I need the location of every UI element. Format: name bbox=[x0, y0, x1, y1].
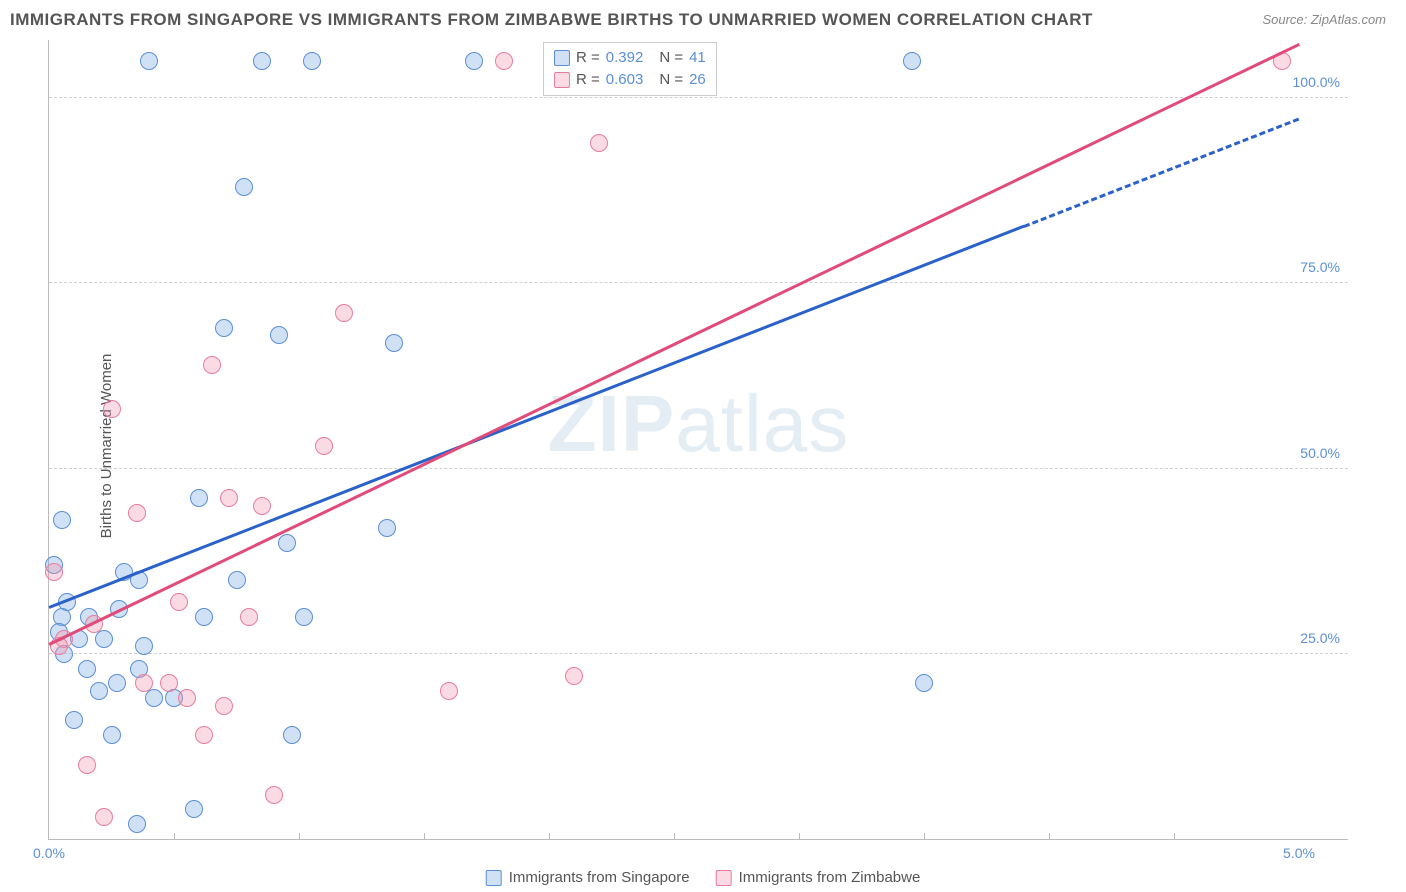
data-point bbox=[335, 304, 353, 322]
data-point bbox=[185, 800, 203, 818]
legend-n-value: 41 bbox=[689, 47, 706, 69]
data-point bbox=[590, 134, 608, 152]
data-point bbox=[145, 689, 163, 707]
data-point bbox=[303, 52, 321, 70]
x-minor-tick bbox=[174, 833, 175, 839]
gridline bbox=[49, 468, 1348, 469]
data-point bbox=[265, 786, 283, 804]
data-point bbox=[253, 497, 271, 515]
page-title: IMMIGRANTS FROM SINGAPORE VS IMMIGRANTS … bbox=[10, 10, 1093, 30]
y-tick-label: 25.0% bbox=[1300, 630, 1340, 646]
x-minor-tick bbox=[299, 833, 300, 839]
data-point bbox=[215, 697, 233, 715]
data-point bbox=[128, 504, 146, 522]
data-point bbox=[903, 52, 921, 70]
source-attribution: Source: ZipAtlas.com bbox=[1262, 12, 1386, 27]
data-point bbox=[160, 674, 178, 692]
data-point bbox=[195, 726, 213, 744]
gridline bbox=[49, 97, 1348, 98]
legend-item: Immigrants from Singapore bbox=[486, 869, 690, 886]
data-point bbox=[128, 815, 146, 833]
data-point bbox=[565, 667, 583, 685]
legend-label: Immigrants from Singapore bbox=[509, 869, 690, 886]
data-point bbox=[278, 534, 296, 552]
data-point bbox=[103, 726, 121, 744]
data-point bbox=[90, 682, 108, 700]
y-tick-label: 100.0% bbox=[1293, 74, 1340, 90]
data-point bbox=[465, 52, 483, 70]
data-point bbox=[385, 334, 403, 352]
legend-correlation: R = 0.392 N = 41 R = 0.603 N = 26 bbox=[543, 42, 717, 96]
data-point bbox=[135, 637, 153, 655]
data-point bbox=[378, 519, 396, 537]
data-point bbox=[253, 52, 271, 70]
trend-line bbox=[1023, 118, 1299, 228]
data-point bbox=[283, 726, 301, 744]
data-point bbox=[178, 689, 196, 707]
data-point bbox=[78, 756, 96, 774]
x-minor-tick bbox=[549, 833, 550, 839]
data-point bbox=[103, 400, 121, 418]
gridline bbox=[49, 282, 1348, 283]
data-point bbox=[228, 571, 246, 589]
legend-row: R = 0.392 N = 41 bbox=[554, 47, 706, 69]
legend-r-value: 0.392 bbox=[606, 47, 644, 69]
x-minor-tick bbox=[924, 833, 925, 839]
legend-row: R = 0.603 N = 26 bbox=[554, 69, 706, 91]
x-tick-label: 5.0% bbox=[1283, 845, 1315, 861]
legend-r-label: R = bbox=[576, 69, 600, 91]
data-point bbox=[140, 52, 158, 70]
legend-n-value: 26 bbox=[689, 69, 706, 91]
watermark: ZIPatlas bbox=[548, 378, 849, 470]
legend-swatch bbox=[486, 870, 502, 886]
gridline bbox=[49, 653, 1348, 654]
data-point bbox=[295, 608, 313, 626]
data-point bbox=[95, 808, 113, 826]
data-point bbox=[235, 178, 253, 196]
legend-swatch bbox=[554, 72, 570, 88]
legend-item: Immigrants from Zimbabwe bbox=[716, 869, 921, 886]
legend-r-label: R = bbox=[576, 47, 600, 69]
data-point bbox=[65, 711, 83, 729]
legend-series: Immigrants from Singapore Immigrants from… bbox=[486, 869, 921, 886]
data-point bbox=[495, 52, 513, 70]
x-minor-tick bbox=[424, 833, 425, 839]
data-point bbox=[270, 326, 288, 344]
data-point bbox=[108, 674, 126, 692]
x-minor-tick bbox=[1049, 833, 1050, 839]
y-tick-label: 75.0% bbox=[1300, 259, 1340, 275]
data-point bbox=[170, 593, 188, 611]
trend-line bbox=[48, 44, 1299, 647]
data-point bbox=[45, 563, 63, 581]
legend-r-value: 0.603 bbox=[606, 69, 644, 91]
legend-swatch bbox=[716, 870, 732, 886]
data-point bbox=[215, 319, 233, 337]
data-point bbox=[240, 608, 258, 626]
data-point bbox=[220, 489, 238, 507]
data-point bbox=[195, 608, 213, 626]
data-point bbox=[915, 674, 933, 692]
legend-n-label: N = bbox=[659, 47, 683, 69]
data-point bbox=[190, 489, 208, 507]
data-point bbox=[440, 682, 458, 700]
legend-label: Immigrants from Zimbabwe bbox=[739, 869, 921, 886]
legend-swatch bbox=[554, 50, 570, 66]
data-point bbox=[315, 437, 333, 455]
x-minor-tick bbox=[1174, 833, 1175, 839]
data-point bbox=[95, 630, 113, 648]
legend-n-label: N = bbox=[659, 69, 683, 91]
y-tick-label: 50.0% bbox=[1300, 445, 1340, 461]
data-point bbox=[203, 356, 221, 374]
scatter-plot: ZIPatlas R = 0.392 N = 41 R = 0.603 N = 26 25.0… bbox=[48, 40, 1348, 840]
data-point bbox=[53, 511, 71, 529]
x-minor-tick bbox=[674, 833, 675, 839]
x-minor-tick bbox=[799, 833, 800, 839]
data-point bbox=[78, 660, 96, 678]
x-tick-label: 0.0% bbox=[33, 845, 65, 861]
data-point bbox=[135, 674, 153, 692]
